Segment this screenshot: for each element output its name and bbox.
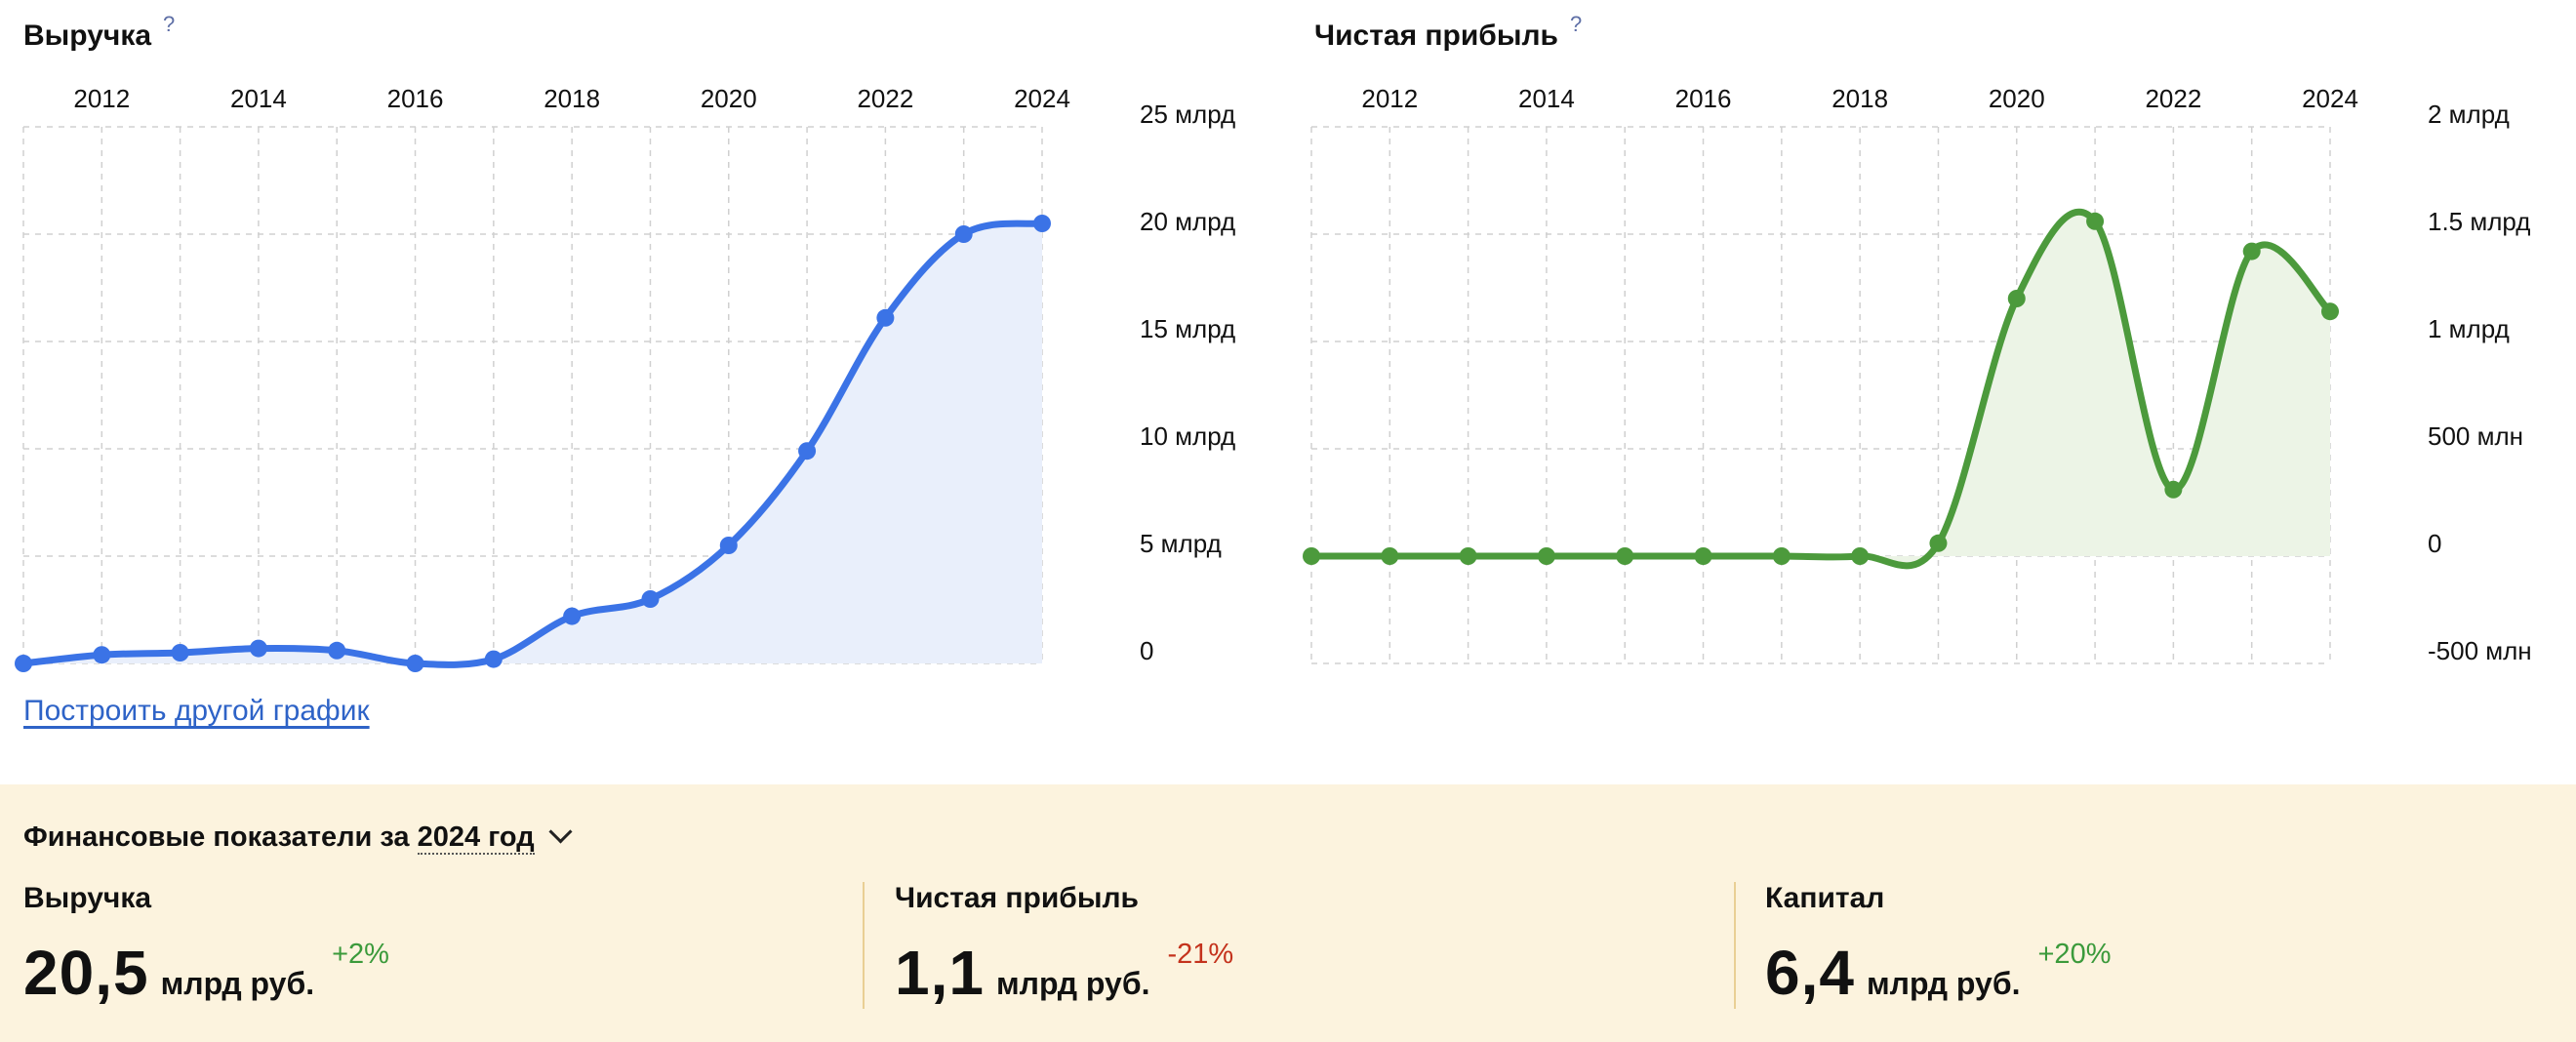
- metric-label: Выручка: [23, 882, 152, 914]
- y-tick-label: 25 млрд: [1140, 100, 1235, 129]
- x-tick-label: 2022: [2145, 84, 2201, 113]
- y-tick-label: 1.5 млрд: [2428, 207, 2530, 236]
- metric-label: Капитал: [1765, 882, 1885, 914]
- metric-label: Чистая прибыль: [895, 882, 1139, 914]
- metric-change: +20%: [2037, 939, 2112, 970]
- metric-capital: Капитал 6,4 млрд руб. +20%: [1765, 882, 2111, 1009]
- x-tick-label: 2016: [387, 84, 444, 113]
- y-tick-label: 0: [1140, 636, 1153, 665]
- metric-divider: [1734, 882, 1736, 1009]
- metric-value: 6,4: [1765, 938, 1855, 1008]
- y-tick-label: 2 млрд: [2428, 100, 2510, 129]
- data-point: [1537, 547, 1555, 565]
- metric-revenue: Выручка 20,5 млрд руб. +2%: [23, 882, 389, 1009]
- metric-net-profit: Чистая прибыль 1,1 млрд руб. -21%: [895, 882, 1233, 1009]
- metric-unit: млрд руб.: [995, 966, 1150, 1001]
- data-point: [954, 225, 973, 243]
- x-tick-label: 2024: [2302, 84, 2358, 113]
- profit-title-text: Чистая прибыль: [1314, 20, 1558, 52]
- data-point: [641, 590, 660, 608]
- metric-change: -21%: [1167, 939, 1234, 970]
- data-point: [563, 607, 582, 625]
- area-fill: [1860, 212, 2330, 566]
- x-tick-label: 2014: [1518, 84, 1575, 113]
- data-point: [406, 655, 424, 672]
- data-point: [1851, 547, 1870, 565]
- x-tick-label: 2016: [1675, 84, 1732, 113]
- chevron-down-icon[interactable]: [548, 820, 573, 844]
- metric-unit: млрд руб.: [1866, 966, 2021, 1001]
- revenue-chart-title: Выручка?: [23, 12, 175, 53]
- data-point: [719, 537, 738, 554]
- data-point: [93, 646, 111, 664]
- x-tick-label: 2012: [73, 84, 130, 113]
- help-icon[interactable]: ?: [1569, 12, 1583, 36]
- data-point: [2242, 242, 2261, 260]
- revenue-chart: 25 млрд 20 млрд 15 млрд 10 млрд 5 млрд 0 2012 2…: [0, 0, 1288, 771]
- metric-divider: [863, 882, 865, 1009]
- year-select[interactable]: 2024 год: [417, 822, 535, 855]
- data-point: [2321, 302, 2339, 321]
- metric-value: 20,5: [23, 938, 149, 1008]
- y-tick-label: 5 млрд: [1140, 529, 1222, 558]
- data-point: [328, 641, 346, 660]
- x-tick-label: 2018: [1831, 84, 1888, 113]
- profit-chart-title: Чистая прибыль?: [1314, 12, 1582, 53]
- data-point: [2086, 212, 2105, 230]
- financial-indicators-panel: Финансовые показатели за 2024 год Выручк…: [0, 784, 2576, 1042]
- data-point: [171, 644, 189, 661]
- x-tick-label: 2020: [1989, 84, 2045, 113]
- data-point: [1381, 547, 1399, 565]
- data-point: [1616, 547, 1634, 565]
- x-tick-label: 2024: [1014, 84, 1070, 113]
- data-point: [15, 655, 32, 672]
- data-point: [1772, 547, 1791, 565]
- data-point: [1033, 215, 1051, 232]
- header-prefix: Финансовые показатели за: [23, 822, 410, 853]
- y-tick-label: 15 млрд: [1140, 314, 1235, 343]
- data-point: [2164, 480, 2183, 499]
- y-tick-label: 20 млрд: [1140, 207, 1235, 236]
- area-fill: [23, 223, 1042, 665]
- metric-unit: млрд руб.: [160, 966, 315, 1001]
- data-point: [876, 308, 895, 327]
- revenue-chart-svg: 25 млрд 20 млрд 15 млрд 10 млрд 5 млрд 0 2012 2…: [15, 84, 1235, 672]
- y-tick-label: 500 млн: [2428, 421, 2523, 451]
- y-tick-label: -500 млн: [2428, 636, 2532, 665]
- data-point: [2007, 290, 2026, 307]
- data-point: [1303, 547, 1320, 565]
- data-point: [249, 639, 267, 658]
- x-tick-label: 2020: [701, 84, 757, 113]
- y-tick-label: 10 млрд: [1140, 421, 1235, 451]
- profit-chart-svg: 2 млрд 1.5 млрд 1 млрд 500 млн 0 -500 млн 2012…: [1303, 84, 2532, 665]
- data-point: [798, 442, 817, 461]
- financial-indicators-header: Финансовые показатели за 2024 год: [23, 820, 573, 855]
- x-tick-label: 2018: [543, 84, 600, 113]
- build-other-chart-link[interactable]: Построить другой график: [23, 695, 370, 727]
- x-tick-label: 2022: [857, 84, 913, 113]
- revenue-title-text: Выручка: [23, 20, 152, 52]
- profit-chart: 2 млрд 1.5 млрд 1 млрд 500 млн 0 -500 млн 2012…: [1288, 0, 2576, 771]
- data-point: [484, 650, 503, 668]
- metric-value: 1,1: [895, 938, 985, 1008]
- x-tick-label: 2014: [230, 84, 287, 113]
- y-tick-label: 1 млрд: [2428, 314, 2510, 343]
- data-point: [1929, 534, 1948, 552]
- data-point: [1694, 547, 1712, 565]
- data-point: [1459, 547, 1477, 565]
- x-tick-label: 2012: [1361, 84, 1418, 113]
- y-tick-label: 0: [2428, 529, 2441, 558]
- chart-grid: [1310, 126, 2331, 664]
- metric-change: +2%: [332, 939, 389, 970]
- help-icon[interactable]: ?: [163, 12, 176, 36]
